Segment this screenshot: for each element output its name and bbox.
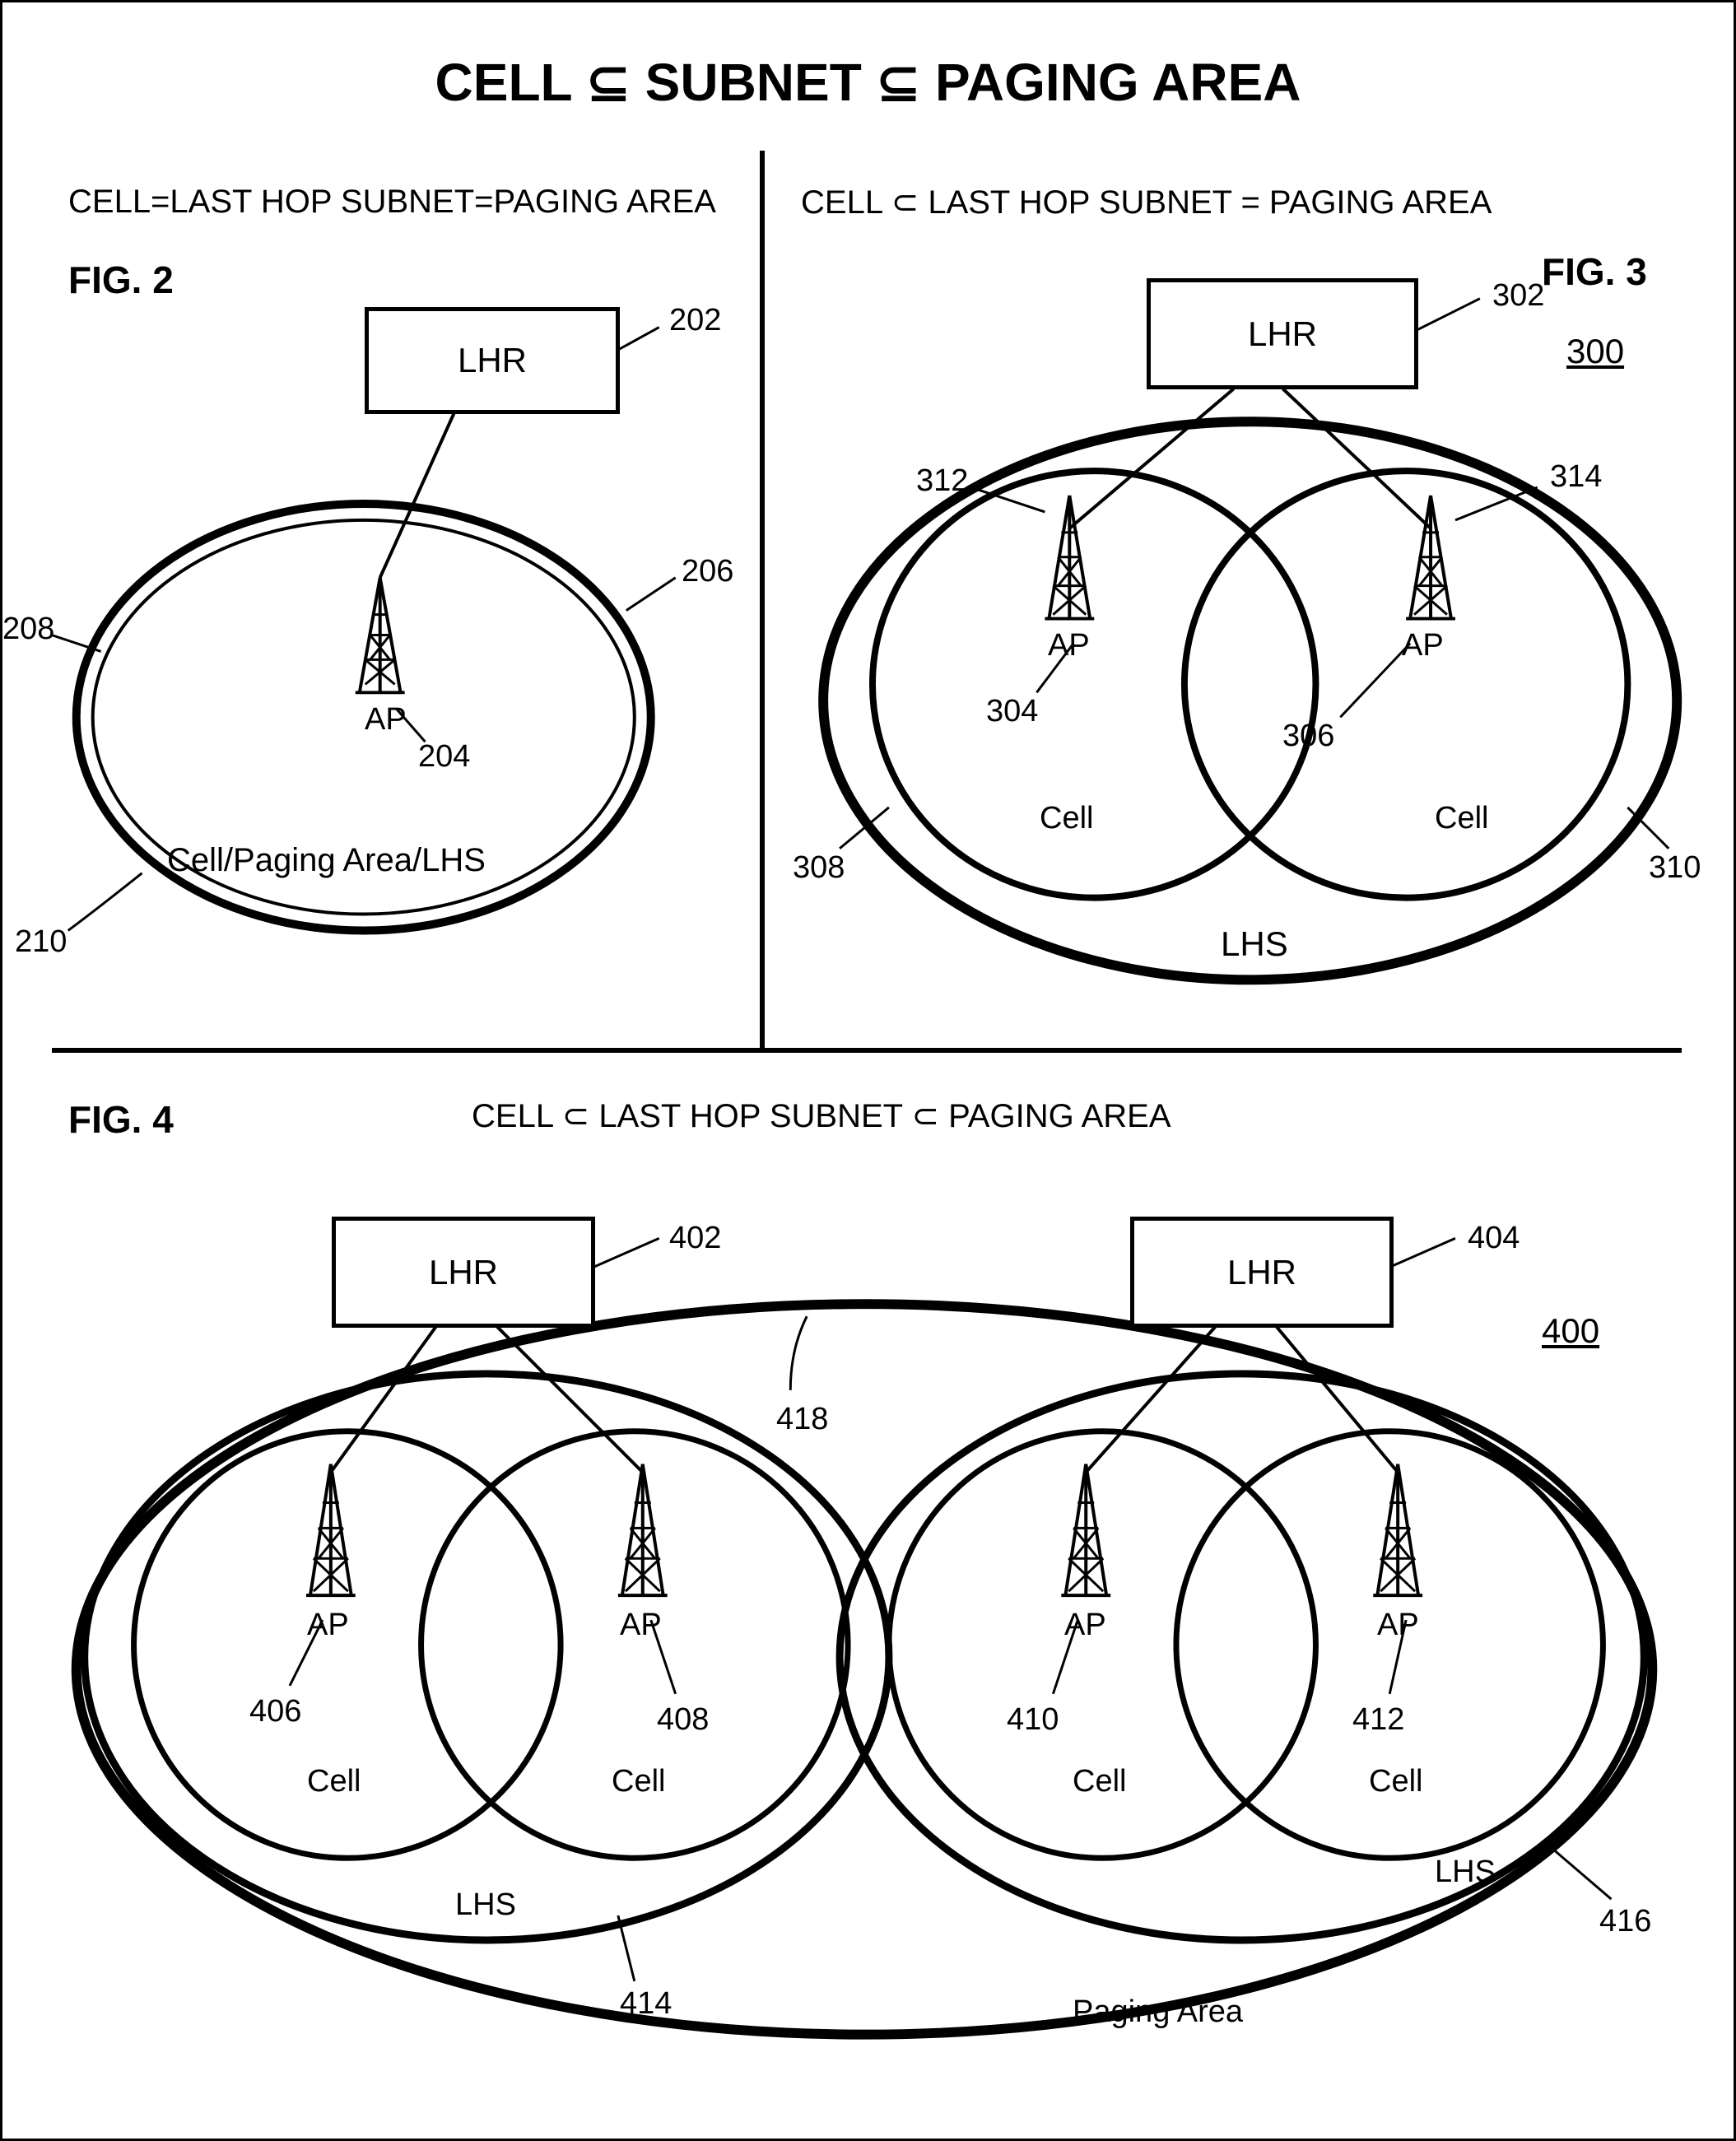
- fig3-lhs-ellipse: [823, 421, 1677, 980]
- fig4-ref-406: 406: [249, 1694, 301, 1729]
- fig4-lhr1-text: LHR: [429, 1253, 498, 1292]
- title-part-1: CELL: [435, 53, 587, 112]
- fig4-lhs2: LHS: [1435, 1855, 1496, 1890]
- fig2-ref-210: 210: [15, 924, 67, 960]
- fig2-ref-202: 202: [669, 303, 721, 338]
- fig2-label: FIG. 2: [68, 258, 174, 302]
- fig4-cell4: Cell: [1369, 1764, 1422, 1799]
- fig4-cell2: Cell: [612, 1764, 665, 1799]
- fig4-ref-412: 412: [1352, 1702, 1404, 1738]
- fig4-ap4: AP: [1377, 1608, 1419, 1643]
- fig4-tower2: [618, 1464, 668, 1596]
- fig3-cell2: [1184, 471, 1627, 898]
- fig4-tower1: [306, 1464, 356, 1596]
- fig4-ref-414: 414: [620, 1986, 672, 2022]
- fig4-cell1: Cell: [307, 1764, 361, 1799]
- fig3-ap1: AP: [1048, 628, 1090, 663]
- fig3-cell1: [873, 471, 1315, 898]
- fig4-lhr2-text: LHR: [1227, 1253, 1296, 1292]
- page: CELL ⊆ SUBNET ⊆ PAGING AREA: [0, 0, 1736, 2141]
- horizontal-divider: [52, 1048, 1682, 1053]
- fig2-ref-208: 208: [2, 612, 54, 647]
- fig2-lhr-line: [380, 413, 454, 577]
- fig3-cell1: Cell: [1040, 801, 1093, 836]
- fig4-ref-402: 402: [669, 1221, 721, 1256]
- fig3-ap2: AP: [1402, 628, 1444, 663]
- fig4-lhr1-box: LHR: [332, 1217, 595, 1328]
- fig3-cap-2: LAST HOP SUBNET = PAGING AREA: [919, 184, 1492, 221]
- fig4-ref-416: 416: [1599, 1904, 1651, 1939]
- fig4-cap-3: ⊂: [911, 1098, 939, 1134]
- fig4-lhs1: LHS: [455, 1887, 516, 1923]
- fig4-ap2: AP: [620, 1608, 662, 1643]
- fig3-ref-314: 314: [1550, 459, 1602, 495]
- title-subset-1: ⊆: [586, 53, 631, 112]
- fig3-ref-308: 308: [793, 850, 845, 886]
- main-title: CELL ⊆ SUBNET ⊆ PAGING AREA: [2, 52, 1734, 114]
- fig3-lhs: LHS: [1221, 924, 1288, 964]
- fig3-ref-300: 300: [1566, 332, 1624, 371]
- fig4-cap-2: LAST HOP SUBNET: [589, 1098, 911, 1134]
- fig4-ref-418: 418: [776, 1402, 828, 1437]
- fig3-lhr-text: LHR: [1248, 314, 1317, 354]
- fig3-lhr-box: LHR: [1147, 278, 1418, 389]
- fig3-ref-306: 306: [1282, 719, 1334, 754]
- fig2-206-leader: [626, 578, 676, 611]
- fig2-group: [52, 328, 676, 931]
- fig3-label: FIG. 3: [1542, 249, 1647, 294]
- fig2-208-leader: [52, 635, 101, 652]
- fig3-cell2: Cell: [1435, 801, 1488, 836]
- fig4-cap-4: PAGING AREA: [939, 1098, 1171, 1134]
- fig2-lhr-text: LHR: [458, 341, 527, 380]
- fig2-tower: [356, 578, 405, 693]
- fig4-ref-400: 400: [1542, 1311, 1599, 1351]
- fig4-ref-404: 404: [1468, 1221, 1520, 1256]
- fig3-cap-1: ⊂: [891, 184, 919, 221]
- fig4-caption: CELL ⊂ LAST HOP SUBNET ⊂ PAGING AREA: [472, 1097, 1171, 1135]
- fig2-ref-206: 206: [682, 554, 733, 589]
- fig2-lhr-box: LHR: [365, 307, 620, 414]
- fig3-group: [823, 299, 1677, 980]
- fig4-paging-label: Paging Area: [1073, 1994, 1243, 2030]
- fig2-210-leader: [68, 873, 142, 931]
- fig3-cap-0: CELL: [801, 184, 891, 221]
- fig4-cap-1: ⊂: [562, 1098, 590, 1134]
- title-subset-2: ⊆: [877, 53, 921, 112]
- title-part-3: PAGING AREA: [920, 53, 1301, 112]
- fig4-tower4: [1373, 1464, 1422, 1596]
- fig4-cap-0: CELL: [472, 1098, 562, 1134]
- fig3-ref-304: 304: [986, 694, 1038, 729]
- fig2-cell-label: Cell/Paging Area/LHS: [167, 842, 486, 879]
- fig3-ref-310: 310: [1649, 850, 1701, 886]
- fig2-caption: CELL=LAST HOP SUBNET=PAGING AREA: [68, 184, 716, 221]
- fig3-tower1: [1045, 496, 1094, 619]
- fig4-label: FIG. 4: [68, 1097, 174, 1142]
- fig2-ap-label: AP: [365, 702, 407, 738]
- fig3-caption: CELL ⊂ LAST HOP SUBNET = PAGING AREA: [801, 184, 1492, 221]
- fig3-tower2: [1406, 496, 1455, 619]
- fig4-tower3: [1061, 1464, 1110, 1596]
- fig4-lhs2: [840, 1374, 1644, 1940]
- fig4-ap1: AP: [307, 1608, 349, 1643]
- fig4-ref-408: 408: [657, 1702, 709, 1738]
- vertical-divider: [760, 151, 765, 1048]
- fig4-paging-ellipse: [77, 1304, 1653, 2034]
- fig4-cell3: Cell: [1073, 1764, 1126, 1799]
- fig2-ref-204: 204: [418, 739, 470, 775]
- fig4-ref-410: 410: [1007, 1702, 1059, 1738]
- fig4-lhs1: [85, 1374, 889, 1940]
- fig3-ref-312: 312: [916, 463, 968, 499]
- fig4-ap3: AP: [1064, 1608, 1106, 1643]
- fig3-ref-302: 302: [1492, 278, 1544, 314]
- diagram-svg: [2, 2, 1734, 2139]
- fig4-lhr2-box: LHR: [1130, 1217, 1394, 1328]
- title-part-2: SUBNET: [631, 53, 877, 112]
